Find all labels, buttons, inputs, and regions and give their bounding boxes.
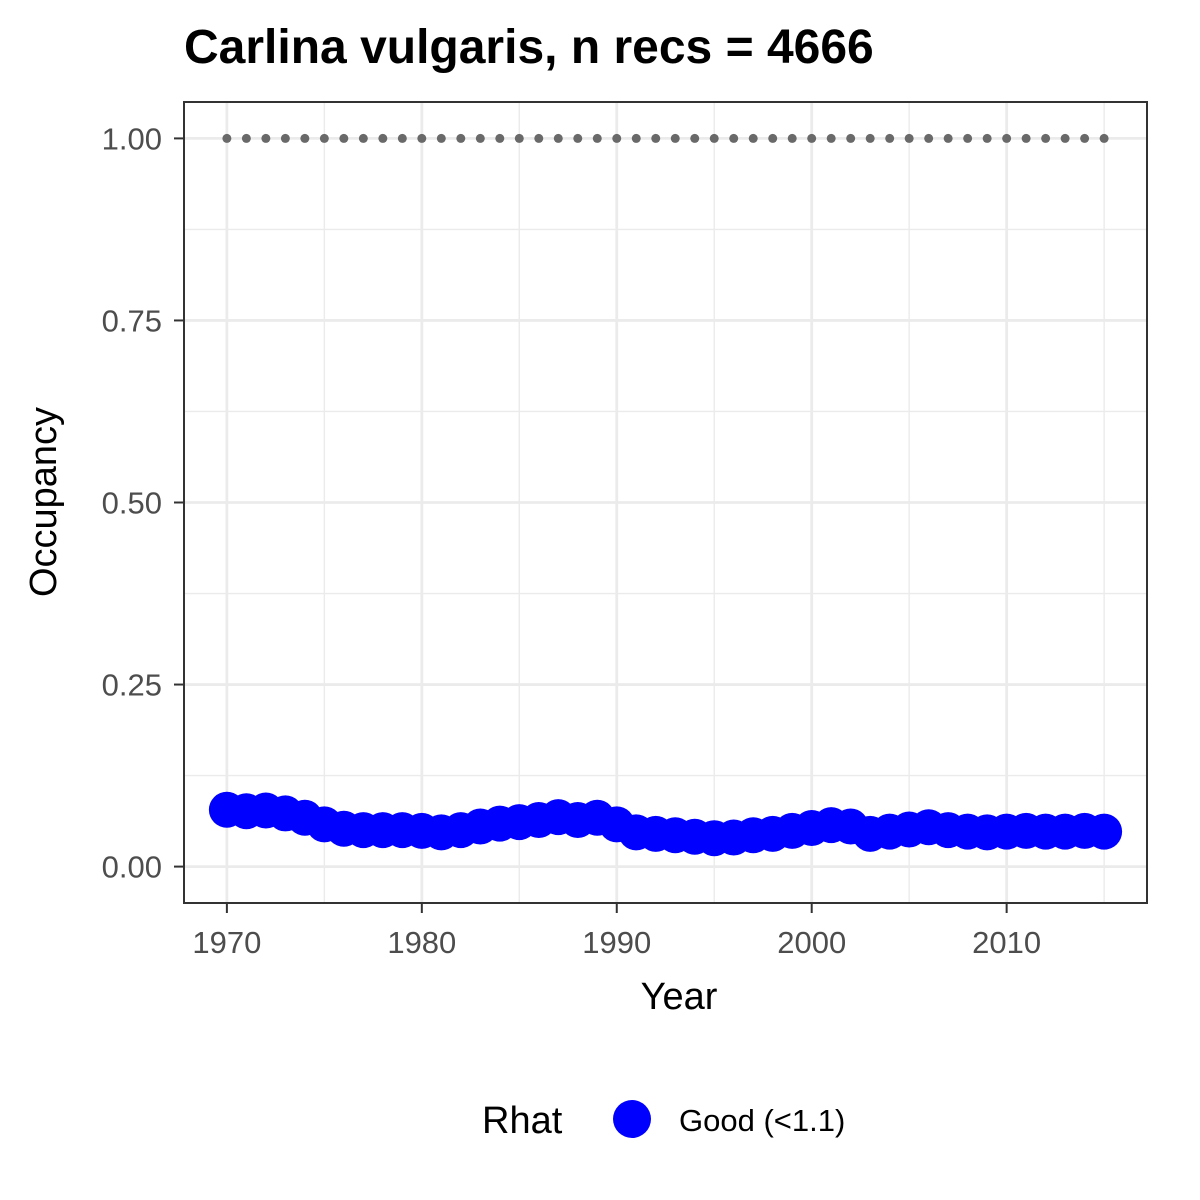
upper-point: [417, 133, 427, 143]
y-tick-label: 0.25: [102, 668, 162, 703]
y-tick-label: 0.50: [102, 486, 162, 521]
occupancy-point: [1086, 813, 1123, 850]
x-tick-label: 2010: [972, 925, 1041, 960]
x-tick-label: 1990: [582, 925, 651, 960]
upper-point: [807, 133, 817, 143]
y-tick-label: 0.00: [102, 850, 162, 885]
upper-point: [748, 133, 758, 143]
y-axis: 0.00 0.25 0.50 0.75 1.00: [102, 121, 184, 885]
upper-point: [456, 133, 466, 143]
upper-point: [319, 133, 329, 143]
x-axis: 1970 1980 1990 2000 2010: [192, 903, 1041, 960]
upper-point: [904, 133, 914, 143]
upper-point: [885, 133, 895, 143]
upper-point: [1080, 133, 1090, 143]
upper-point: [222, 133, 232, 143]
upper-point: [261, 133, 271, 143]
upper-point: [300, 133, 310, 143]
upper-point: [943, 133, 953, 143]
upper-point: [397, 133, 407, 143]
upper-point: [1060, 133, 1070, 143]
upper-point: [592, 133, 602, 143]
upper-point: [963, 133, 973, 143]
upper-point: [1002, 133, 1012, 143]
upper-point: [924, 133, 934, 143]
upper-point: [690, 133, 700, 143]
upper-point: [982, 133, 992, 143]
x-axis-title: Year: [641, 976, 718, 1018]
upper-point: [514, 133, 524, 143]
upper-point: [495, 133, 505, 143]
upper-point: [631, 133, 641, 143]
upper-point: [358, 133, 368, 143]
upper-point: [826, 133, 836, 143]
upper-point: [573, 133, 583, 143]
upper-point: [670, 133, 680, 143]
upper-point: [339, 133, 349, 143]
legend-title: Rhat: [482, 1100, 563, 1142]
x-tick-label: 2000: [777, 925, 846, 960]
legend-key-good: [613, 1100, 651, 1138]
upper-point: [475, 133, 485, 143]
upper-point: [378, 133, 388, 143]
legend: Rhat Good (<1.1): [482, 1100, 845, 1142]
upper-point: [709, 133, 719, 143]
upper-point: [787, 133, 797, 143]
legend-label-good: Good (<1.1): [679, 1103, 845, 1138]
upper-point: [1041, 133, 1051, 143]
y-axis-title: Occupancy: [23, 407, 65, 597]
upper-point: [436, 133, 446, 143]
upper-point: [846, 133, 856, 143]
y-tick-label: 0.75: [102, 303, 162, 338]
upper-point: [241, 133, 251, 143]
upper-point: [534, 133, 544, 143]
upper-point: [612, 133, 622, 143]
data-points: [208, 133, 1123, 857]
chart-title: Carlina vulgaris, n recs = 4666: [184, 21, 874, 74]
upper-point: [651, 133, 661, 143]
upper-point: [1099, 133, 1109, 143]
y-tick-label: 1.00: [102, 121, 162, 156]
upper-point: [768, 133, 778, 143]
upper-point: [1021, 133, 1031, 143]
x-tick-label: 1980: [387, 925, 456, 960]
upper-point: [865, 133, 875, 143]
upper-point: [729, 133, 739, 143]
upper-point: [280, 133, 290, 143]
x-tick-label: 1970: [192, 925, 261, 960]
upper-point: [553, 133, 563, 143]
